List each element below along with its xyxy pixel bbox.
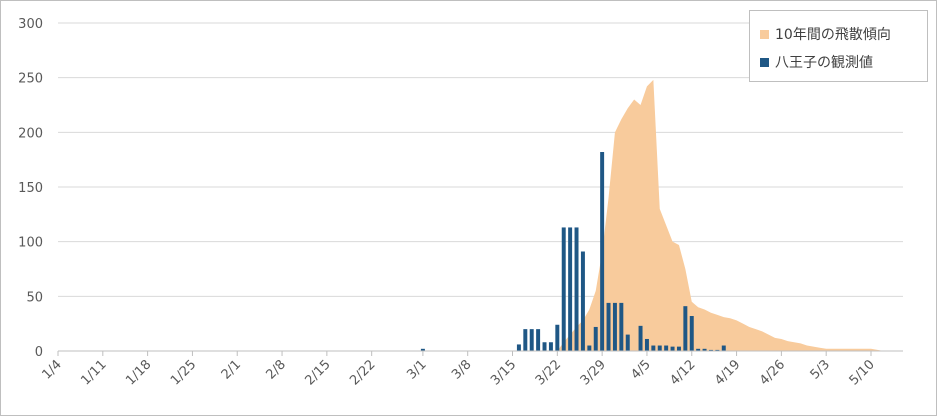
legend-item-area: 10年間の飛散傾向 xyxy=(760,24,891,44)
x-tick-label-2-8: 2/8 xyxy=(263,357,288,382)
bar-3-16 xyxy=(516,344,521,351)
x-tick-label-1-11: 1/11 xyxy=(78,357,109,388)
y-tick-label-300: 300 xyxy=(18,17,43,32)
x-tick-label-4-26: 4/26 xyxy=(757,357,788,388)
x-tick-label-2-15: 2/15 xyxy=(302,357,333,388)
x-tick-label-4-5: 4/5 xyxy=(628,357,653,382)
bar-series xyxy=(420,152,726,351)
bar-3-26 xyxy=(580,251,585,351)
bar-3-27 xyxy=(587,345,592,351)
bar-4-12 xyxy=(689,316,694,351)
bar-4-14 xyxy=(702,348,707,351)
bar-3-29 xyxy=(600,152,605,351)
y-tick-label-150: 150 xyxy=(18,181,43,196)
bar-4-9 xyxy=(670,346,675,351)
x-tick-label-4-19: 4/19 xyxy=(712,357,743,388)
x-tick-label-3-22: 3/22 xyxy=(533,357,564,388)
x-tick-label-3-1: 3/1 xyxy=(404,357,429,382)
bar-4-15 xyxy=(708,349,713,351)
bar-4-16 xyxy=(715,349,720,351)
x-tick-label-3-29: 3/29 xyxy=(578,357,609,388)
bar-3-22 xyxy=(555,324,560,351)
x-tick-label-1-25: 1/25 xyxy=(168,357,199,388)
bar-3-17 xyxy=(523,329,528,351)
bar-3-18 xyxy=(529,329,534,351)
x-tick-label-5-10: 5/10 xyxy=(847,357,878,388)
bar-4-13 xyxy=(696,348,701,351)
bar-4-4 xyxy=(638,325,643,351)
legend-label-bar: 八王子の観測値 xyxy=(775,55,873,71)
x-tick-label-5-3: 5/3 xyxy=(808,357,833,382)
legend-swatch-area xyxy=(760,29,769,39)
bar-4-8 xyxy=(664,345,669,351)
bar-3-31 xyxy=(612,302,617,351)
bar-3-20 xyxy=(542,342,547,351)
bar-3-28 xyxy=(593,326,598,351)
bar-4-10 xyxy=(676,346,681,351)
bar-4-17 xyxy=(721,345,726,351)
legend-label-area: 10年間の飛散傾向 xyxy=(775,27,891,43)
legend-swatch-bar xyxy=(760,57,769,67)
legend-item-bar: 八王子の観測値 xyxy=(760,52,873,72)
x-tick-label-4-12: 4/12 xyxy=(667,357,698,388)
bar-3-19 xyxy=(536,329,541,351)
bar-4-7 xyxy=(657,345,662,351)
bar-4-5 xyxy=(644,338,649,351)
y-tick-label-100: 100 xyxy=(18,236,43,251)
x-tick-label-2-22: 2/22 xyxy=(347,357,378,388)
area-series-fill xyxy=(557,79,884,351)
bar-3-24 xyxy=(568,227,573,351)
bar-3-21 xyxy=(548,342,553,351)
y-tick-label-50: 50 xyxy=(26,290,43,305)
y-tick-label-200: 200 xyxy=(18,126,43,141)
bar-3-1 xyxy=(420,348,425,351)
y-tick-label-250: 250 xyxy=(18,72,43,87)
grid-lines xyxy=(58,22,903,297)
bar-4-1 xyxy=(619,302,624,351)
area-series xyxy=(557,79,884,351)
bar-3-25 xyxy=(574,227,579,351)
bar-4-2 xyxy=(625,334,630,351)
x-tick-label-1-18: 1/18 xyxy=(123,357,154,388)
bar-3-23 xyxy=(561,227,566,351)
x-tick-label-2-1: 2/1 xyxy=(219,357,244,382)
bar-4-11 xyxy=(683,306,688,351)
bar-3-30 xyxy=(606,302,611,351)
x-tick-label-3-15: 3/15 xyxy=(488,357,519,388)
y-tick-label-0: 0 xyxy=(35,345,43,360)
legend: 10年間の飛散傾向 八王子の観測値 xyxy=(749,10,928,82)
bar-4-6 xyxy=(651,345,656,351)
x-tick-label-1-4: 1/4 xyxy=(39,357,64,382)
x-tick-label-3-8: 3/8 xyxy=(449,357,474,382)
